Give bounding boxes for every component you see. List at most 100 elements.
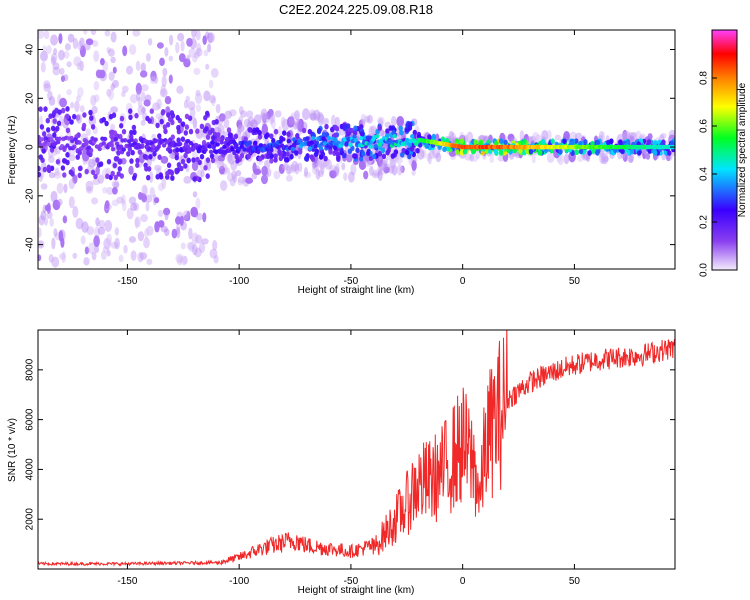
heatmap-cell xyxy=(86,186,91,193)
y-tick-label: 40 xyxy=(25,44,36,56)
heatmap-cell xyxy=(374,144,378,148)
heatmap-cell xyxy=(104,30,110,36)
heatmap-cell xyxy=(212,145,216,149)
heatmap-cell xyxy=(56,159,60,165)
heatmap-cell xyxy=(87,145,91,149)
heatmap-cell xyxy=(37,172,41,178)
heatmap-cell xyxy=(135,216,141,227)
heatmap-cell xyxy=(146,53,151,62)
heatmap-cell xyxy=(53,228,57,237)
heatmap-cell xyxy=(253,141,257,145)
heatmap-cell xyxy=(203,165,207,171)
heatmap-cell xyxy=(191,27,196,38)
heatmap-cell xyxy=(183,147,187,151)
top-x-axis-label: Height of straight line (km) xyxy=(298,285,415,296)
heatmap-cell xyxy=(74,101,80,112)
heatmap-cell xyxy=(269,158,273,164)
heatmap-cell xyxy=(239,106,244,114)
heatmap-cell xyxy=(93,235,100,247)
heatmap-cell xyxy=(336,156,340,162)
x-tick-label: -100 xyxy=(229,576,249,587)
heatmap-cell xyxy=(40,51,48,62)
heatmap-cell xyxy=(366,136,370,140)
heatmap-cell xyxy=(415,148,419,154)
heatmap-cell xyxy=(170,110,174,116)
heatmap-cell xyxy=(273,157,277,163)
heatmap-cell xyxy=(146,259,152,265)
heatmap-cell xyxy=(192,244,198,255)
heatmap-cell xyxy=(174,168,178,174)
heatmap-cell xyxy=(425,143,429,149)
heatmap-cell xyxy=(382,154,386,160)
heatmap-cell xyxy=(122,129,126,135)
heatmap-cell xyxy=(61,75,65,82)
heatmap-cell xyxy=(141,107,146,113)
heatmap-cell xyxy=(83,138,87,142)
heatmap-cell xyxy=(132,125,136,131)
heatmap-cell xyxy=(69,196,75,208)
heatmap-cell xyxy=(51,237,55,249)
heatmap-cell xyxy=(564,154,569,164)
heatmap-cell xyxy=(101,251,107,260)
heatmap-cell xyxy=(112,187,118,195)
heatmap-cell xyxy=(311,136,315,140)
heatmap-cell xyxy=(247,127,251,133)
x-tick-label: -150 xyxy=(117,576,137,587)
heatmap-cell xyxy=(126,66,133,75)
heatmap-cell xyxy=(52,62,59,70)
heatmap-cell xyxy=(52,110,56,116)
heatmap-cell xyxy=(335,163,340,173)
heatmap-cell xyxy=(359,136,363,140)
heatmap-cell xyxy=(205,64,209,70)
heatmap-cell xyxy=(209,80,214,89)
heatmap-cell xyxy=(169,169,173,175)
heatmap-cell xyxy=(161,110,165,116)
colorbar-label: Normalized spectral amplitude xyxy=(737,82,748,217)
heatmap-cell xyxy=(187,158,191,164)
heatmap-cell xyxy=(102,187,108,194)
colorbar-tick-label: 0.0 xyxy=(699,263,710,277)
heatmap-cell xyxy=(541,139,545,145)
heatmap-cell xyxy=(206,173,210,179)
heatmap-cell xyxy=(94,94,99,102)
heatmap-cell xyxy=(96,69,103,78)
heatmap-cell xyxy=(116,150,120,156)
heatmap-cell xyxy=(92,251,97,260)
heatmap-cell xyxy=(399,166,404,173)
heatmap-cell xyxy=(489,155,494,163)
heatmap-cell xyxy=(136,90,140,101)
heatmap-cell xyxy=(154,139,158,143)
heatmap-cell xyxy=(474,139,478,145)
heatmap-cells xyxy=(36,26,677,268)
heatmap-cell xyxy=(210,249,218,259)
heatmap-cell xyxy=(66,128,70,134)
heatmap-cell xyxy=(119,123,123,129)
y-tick-label: 8000 xyxy=(25,358,36,381)
heatmap-cell xyxy=(323,156,327,162)
heatmap-cell xyxy=(148,38,152,46)
heatmap-cell xyxy=(319,154,323,160)
heatmap-cell xyxy=(169,35,173,46)
heatmap-cell xyxy=(177,256,182,266)
heatmap-cell xyxy=(183,210,190,220)
heatmap-cell xyxy=(123,245,127,254)
heatmap-cell xyxy=(181,136,185,142)
heatmap-cell xyxy=(65,106,69,112)
heatmap-cell xyxy=(192,233,199,245)
heatmap-cell xyxy=(70,102,74,109)
heatmap-cell xyxy=(55,126,59,132)
heatmap-cell xyxy=(183,153,187,159)
heatmap-cell xyxy=(181,242,186,249)
heatmap-cell xyxy=(136,61,141,71)
heatmap-cell xyxy=(237,124,244,133)
heatmap-cell xyxy=(196,104,201,112)
heatmap-cell xyxy=(114,238,120,250)
heatmap-cell xyxy=(76,114,82,124)
colorbar-tick-label: 0.2 xyxy=(699,215,710,229)
heatmap-cell xyxy=(105,200,110,209)
heatmap-cell xyxy=(202,212,206,222)
heatmap-cell xyxy=(343,125,347,131)
heatmap-cell xyxy=(110,106,118,113)
heatmap-cell xyxy=(94,137,98,141)
heatmap-cell xyxy=(85,247,90,253)
